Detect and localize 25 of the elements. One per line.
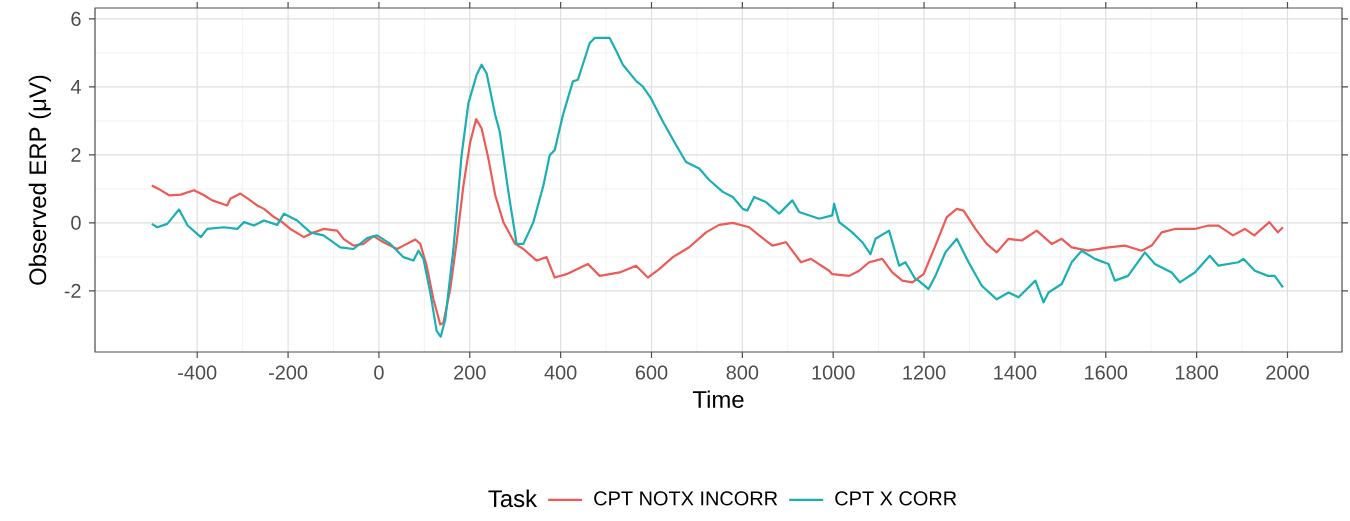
x-tick-label: 400 — [544, 365, 577, 380]
x-tick-label: 0 — [374, 365, 384, 380]
y-tick-label: 6 — [71, 11, 81, 26]
y-tick-label: 0 — [71, 215, 81, 230]
x-tick-label: 200 — [454, 365, 486, 380]
line-series — [150, 36, 1285, 338]
x-tick-label: 2000 — [1266, 365, 1309, 380]
x-tick-label: 1400 — [994, 365, 1037, 380]
x-tick-label: 600 — [635, 365, 668, 380]
legend-label: CPT X CORR — [835, 491, 957, 506]
y-tick-label: -2 — [64, 283, 81, 298]
x-tick-label: 1600 — [1085, 365, 1128, 380]
x-tick-label: 1000 — [812, 365, 855, 380]
y-tick-label: 2 — [71, 147, 81, 162]
x-axis-title: Time — [692, 390, 744, 408]
x-tick-label: -200 — [269, 365, 308, 380]
y-axis-title: Observed ERP (μV) — [28, 75, 51, 285]
legend-title: Task — [488, 489, 538, 508]
line-series — [150, 118, 1285, 326]
x-tick-label: -400 — [178, 365, 217, 380]
x-tick-label: 1800 — [1175, 365, 1218, 380]
x-tick-label: 1200 — [903, 365, 946, 380]
x-tick-label: 800 — [726, 365, 759, 380]
y-tick-label: 4 — [70, 80, 81, 94]
legend-label: CPT NOTX INCORR — [594, 491, 778, 506]
